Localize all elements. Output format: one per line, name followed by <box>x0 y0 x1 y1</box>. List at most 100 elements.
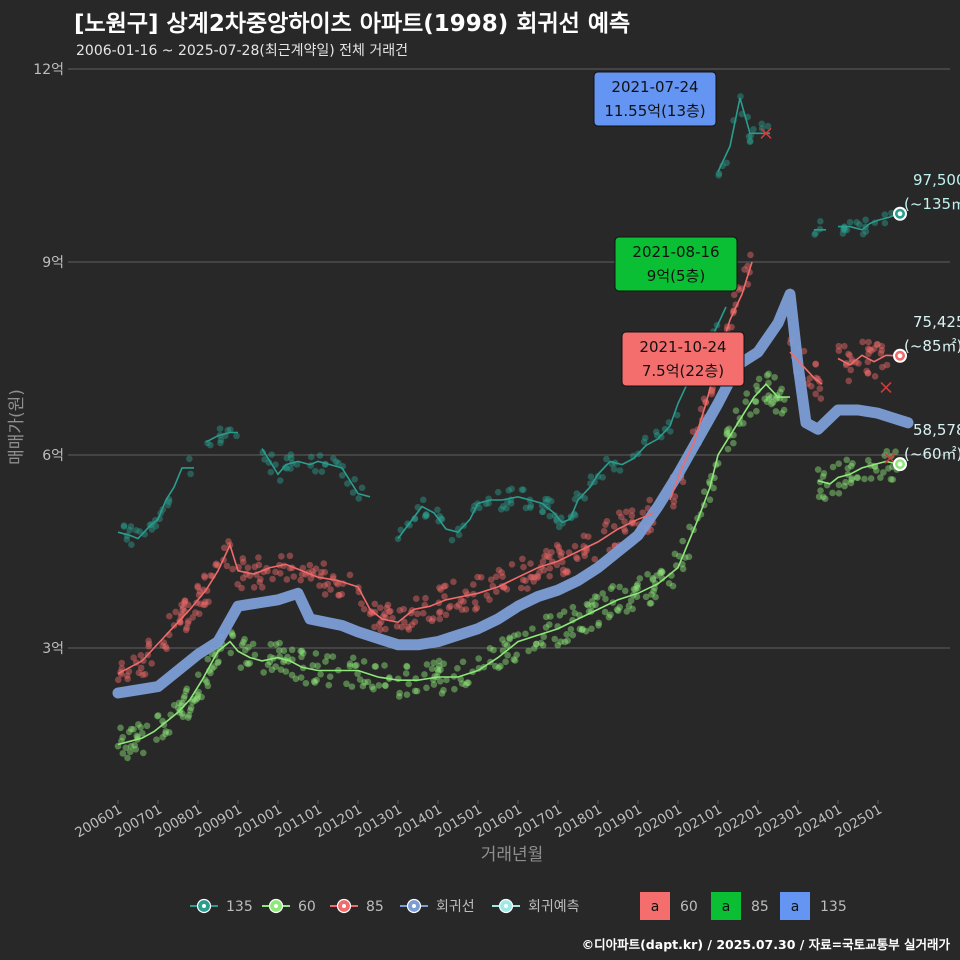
trade-point-60 <box>381 682 389 689</box>
trade-point-135 <box>527 504 534 511</box>
trade-point-135 <box>233 432 240 440</box>
trade-point-85 <box>196 600 204 608</box>
trade-point-135 <box>750 126 757 133</box>
trade-point-135 <box>746 137 754 145</box>
trade-point-60 <box>228 631 236 638</box>
trade-point-85 <box>835 342 843 350</box>
trade-point-85 <box>335 591 342 599</box>
trade-point-85 <box>519 576 527 584</box>
end-label-area-60: (~60㎡) <box>904 445 960 463</box>
trade-point-60 <box>317 671 324 678</box>
trade-point-60 <box>630 585 638 593</box>
trade-point-60 <box>421 671 428 678</box>
trade-point-60 <box>685 553 693 561</box>
trade-point-60 <box>740 420 747 427</box>
trade-point-85 <box>555 544 562 551</box>
trade-point-60 <box>272 641 280 648</box>
trade-point-135 <box>840 224 848 231</box>
trade-point-85 <box>368 609 376 617</box>
trade-point-135 <box>840 226 847 233</box>
trade-point-85 <box>257 575 264 583</box>
trade-point-135 <box>164 501 172 509</box>
trade-point-85 <box>195 610 203 618</box>
forecast-point-core-135 <box>897 211 903 217</box>
trade-point-85 <box>621 528 629 535</box>
trade-point-85 <box>376 620 383 628</box>
trade-point-85 <box>864 370 872 377</box>
trade-point-85 <box>527 560 534 567</box>
trade-point-85 <box>747 251 754 259</box>
forecast-point-core-85 <box>897 353 903 359</box>
x-axis-title: 거래년월 <box>481 845 544 865</box>
trade-point-60 <box>531 644 538 652</box>
trade-point-85 <box>436 608 444 615</box>
trade-point-85 <box>124 675 131 683</box>
trade-point-60 <box>241 635 248 643</box>
trade-point-60 <box>430 659 438 667</box>
trade-point-60 <box>653 572 660 579</box>
trade-point-85 <box>272 568 279 576</box>
trade-point-60 <box>182 687 190 695</box>
trade-point-85 <box>457 596 465 604</box>
trade-point-60 <box>835 481 843 489</box>
trade-point-85 <box>546 553 553 561</box>
trade-point-85 <box>137 664 145 672</box>
trade-point-85 <box>871 345 878 352</box>
annotation-text-85: 7.5억(22층) <box>642 362 724 380</box>
trade-point-60 <box>193 695 201 703</box>
trade-point-60 <box>499 636 506 643</box>
legend-box-glyph-135: a <box>791 899 800 915</box>
trade-point-60 <box>506 635 513 643</box>
trade-point-60 <box>889 476 897 483</box>
trade-point-135 <box>499 503 507 510</box>
trade-point-135 <box>420 496 427 504</box>
trade-point-85 <box>440 583 448 590</box>
trade-point-85 <box>335 591 343 599</box>
trade-point-60 <box>848 475 856 482</box>
trade-point-60 <box>547 613 554 620</box>
trade-point-60 <box>675 552 683 560</box>
trade-point-85 <box>708 390 715 398</box>
trade-point-135 <box>504 498 511 506</box>
trade-point-60 <box>215 658 222 665</box>
trade-point-135 <box>673 411 681 419</box>
trade-point-60 <box>503 642 511 649</box>
trade-point-135 <box>338 472 346 479</box>
trade-point-85 <box>477 574 485 581</box>
trade-point-60 <box>732 407 740 415</box>
trade-point-60 <box>351 662 359 670</box>
trade-point-135 <box>152 522 160 530</box>
trade-point-60 <box>165 729 173 736</box>
trade-point-135 <box>316 452 324 459</box>
trade-point-60 <box>465 679 472 687</box>
trade-point-60 <box>567 625 575 633</box>
trade-point-85 <box>503 585 511 593</box>
series-line-85 <box>837 354 899 366</box>
trade-point-85 <box>873 341 881 348</box>
trade-point-60 <box>885 465 892 472</box>
trade-point-135 <box>551 512 559 519</box>
chart-title: [노원구] 상계2차중앙하이츠 아파트(1998) 회귀선 예측 <box>74 11 631 37</box>
trade-point-135 <box>715 170 723 177</box>
trade-point-135 <box>128 541 135 548</box>
trade-point-60 <box>127 743 135 750</box>
trade-point-85 <box>483 592 491 599</box>
trade-point-85 <box>338 590 346 598</box>
trade-point-85 <box>276 569 284 577</box>
trade-point-85 <box>493 588 500 595</box>
trade-point-85 <box>329 572 337 580</box>
trade-point-135 <box>123 536 131 543</box>
trade-point-85 <box>401 618 408 626</box>
trade-point-60 <box>592 601 599 609</box>
trade-point-85 <box>400 605 407 613</box>
trade-point-85 <box>179 604 187 611</box>
trade-point-60 <box>669 582 677 590</box>
trade-point-60 <box>506 634 513 642</box>
trade-point-60 <box>119 733 127 741</box>
trade-point-135 <box>494 488 502 496</box>
trade-point-135 <box>434 506 441 514</box>
trade-point-60 <box>343 680 350 688</box>
trade-point-60 <box>459 658 467 666</box>
trade-point-85 <box>396 607 404 614</box>
trade-point-135 <box>156 515 163 523</box>
